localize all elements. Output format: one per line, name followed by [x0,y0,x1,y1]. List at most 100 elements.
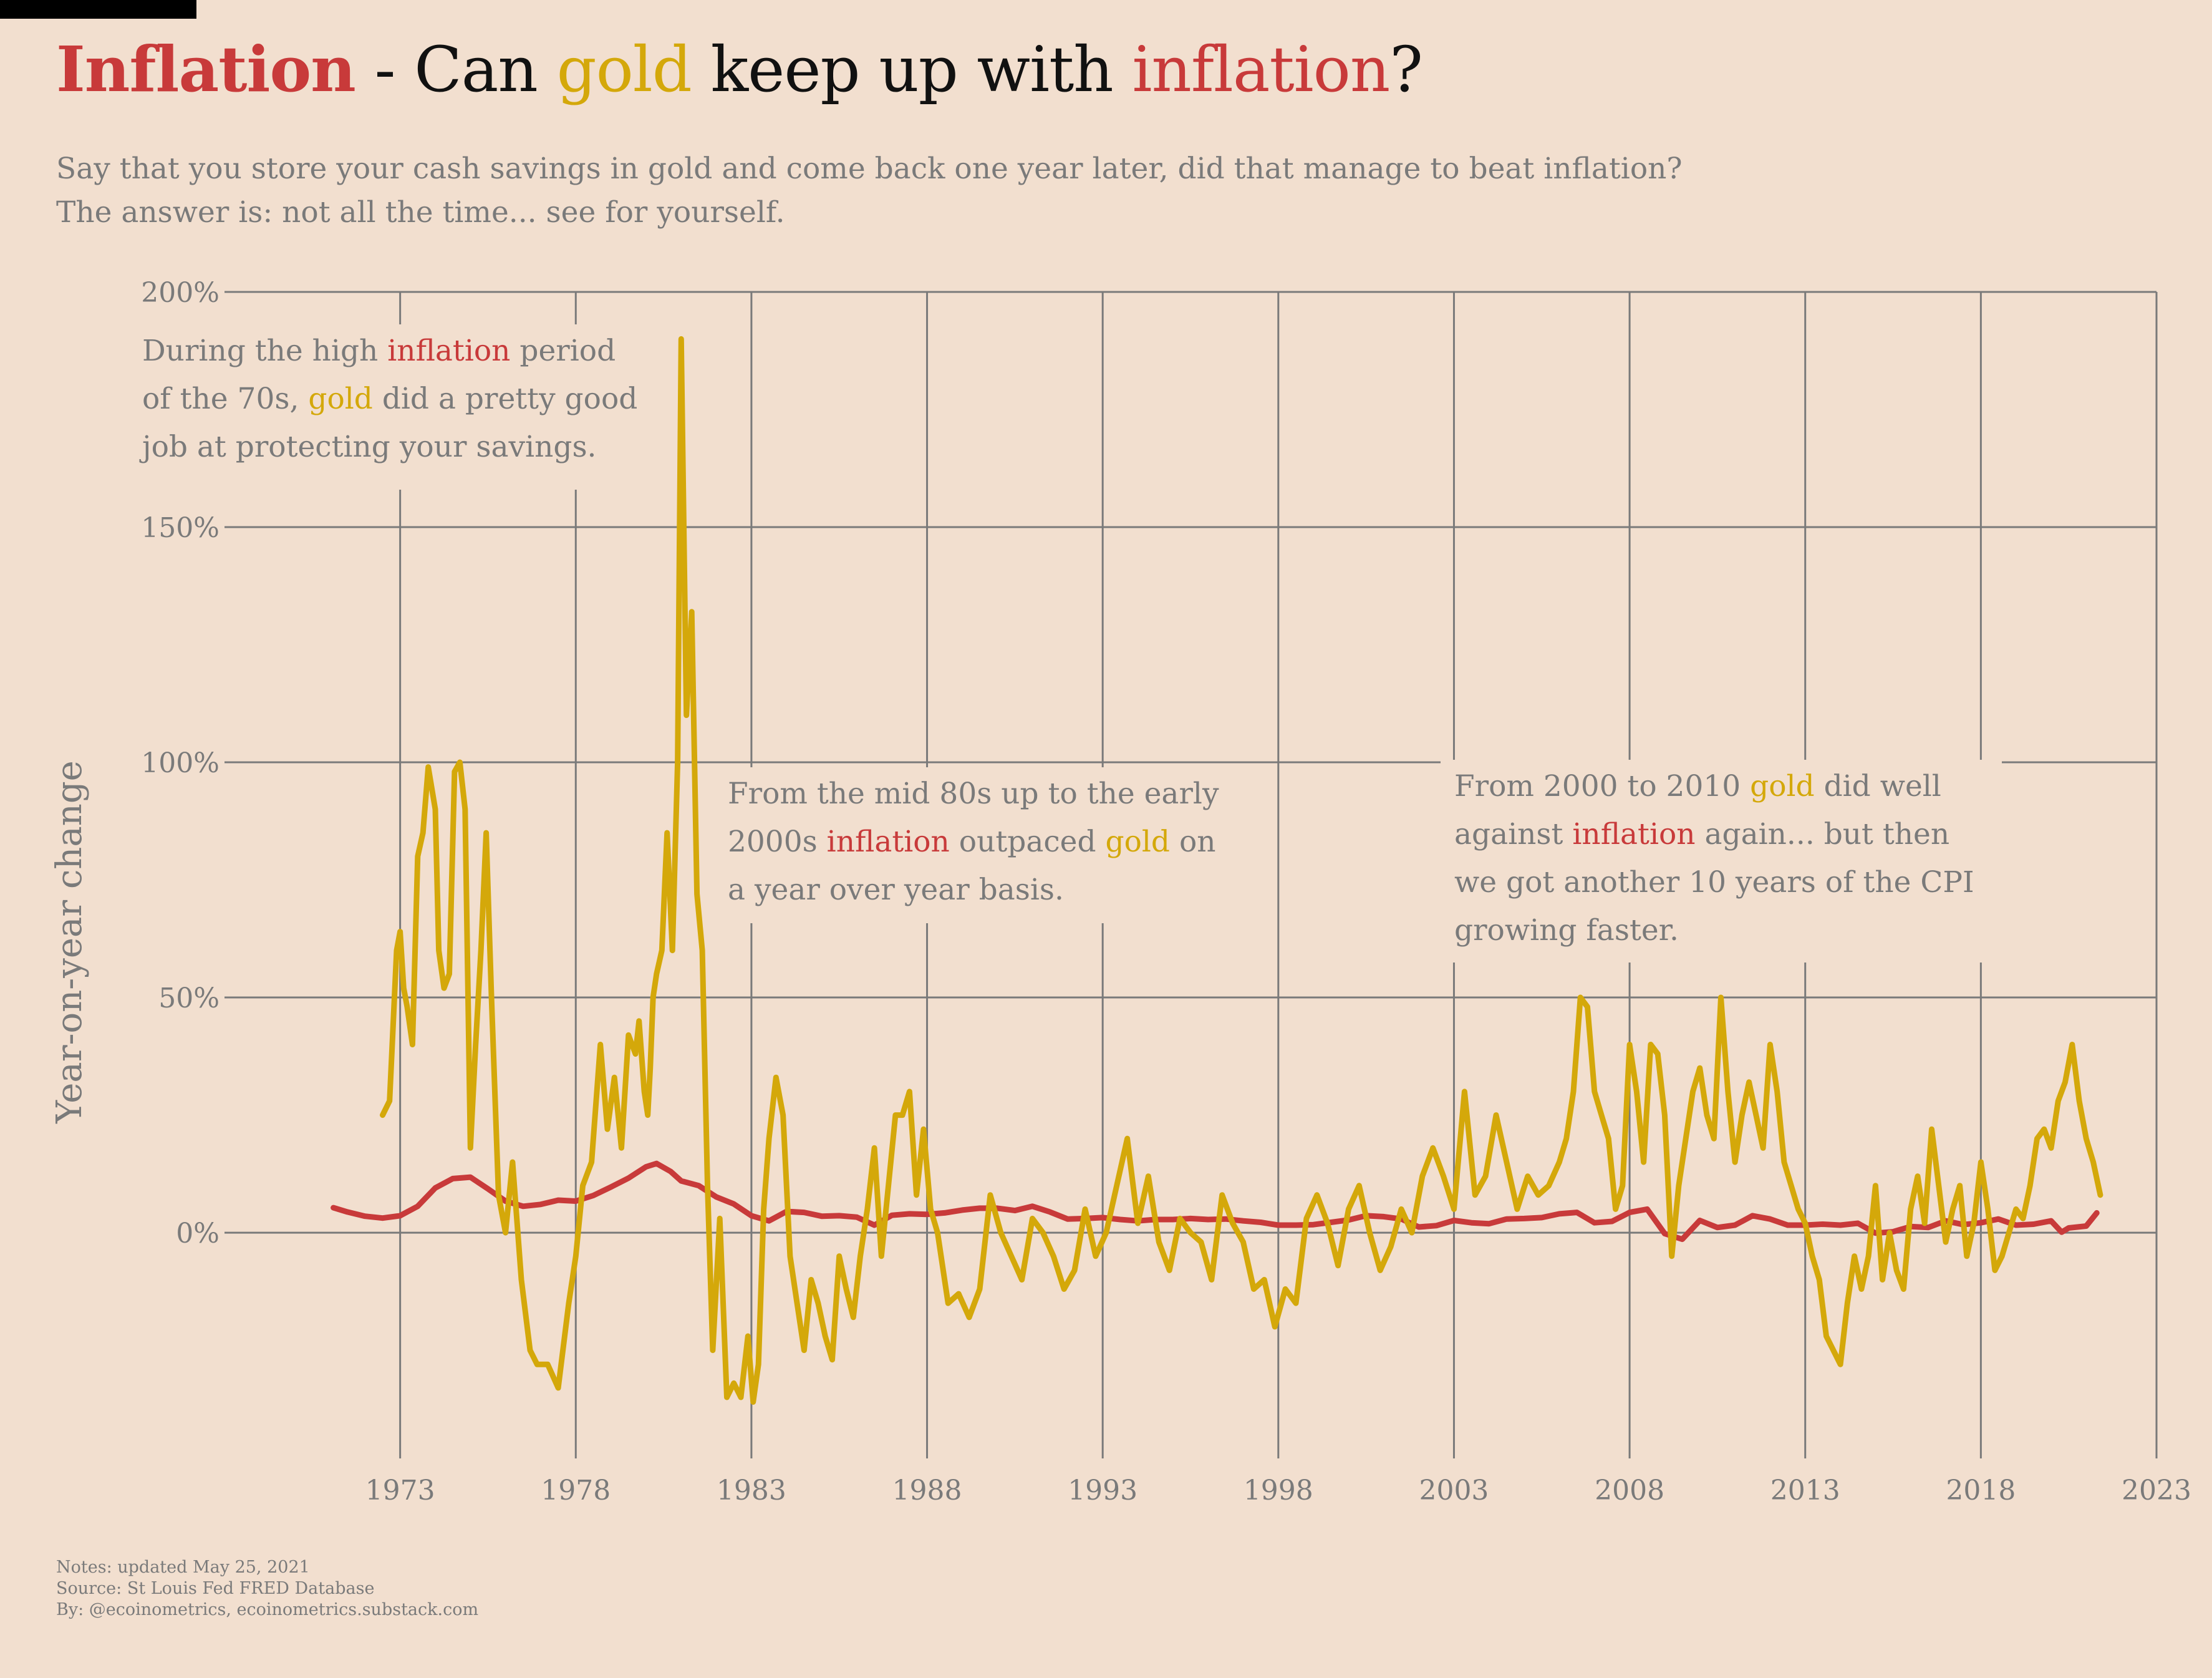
title-segment: ? [1389,33,1423,106]
gold-point [604,1127,610,1132]
inflation-point [591,1193,596,1198]
gold-point [780,1112,786,1118]
gold-point [977,1286,983,1292]
gold-point [1591,1089,1597,1094]
gold-point [1303,1216,1309,1221]
inflation-point [1311,1222,1316,1228]
gold-point [900,1112,906,1118]
gold-point [380,1112,385,1118]
annotation-background [128,324,609,490]
gold-point [1634,1089,1640,1094]
inflation-point [643,1164,649,1170]
gold-point [1367,1230,1373,1236]
inflation-point [1855,1220,1861,1226]
gold-point [654,971,659,977]
gold-point [1251,1286,1257,1292]
gold-point [589,1159,594,1165]
annotations: During the high inflation period of the 7… [128,324,2002,963]
inflation-point [1609,1218,1615,1224]
gold-point [694,891,700,897]
gold-point [1563,1136,1569,1142]
inflation-point [2084,1223,2089,1229]
gold-point [1198,1239,1204,1245]
inflation-point [397,1213,403,1218]
inflation-point [1627,1210,1633,1215]
inflation-point [1820,1221,1825,1227]
gold-point [1525,1173,1530,1179]
inflation-point [1591,1220,1597,1226]
gold-point [1262,1277,1267,1283]
gold-point [1072,1268,1078,1273]
inflation-point [1750,1213,1756,1218]
gold-point [401,985,407,991]
gold-point [1992,1268,1997,1273]
inflation-point [907,1211,912,1216]
gold-point [1272,1324,1278,1329]
inflation-point [1416,1225,1422,1230]
inflation-point [1381,1214,1386,1220]
gold-point [1146,1173,1151,1179]
gold-point [612,1075,617,1080]
gold-point [1760,1145,1766,1151]
gold-point [1929,1127,1934,1132]
gold-point [1676,1183,1681,1188]
gold-point [1957,1183,1963,1188]
y-tick-label: 50% [158,982,220,1014]
inflation-point [731,1201,737,1207]
annotation-text: gold [308,382,373,416]
gold-point [1690,1089,1696,1094]
inflation-point [1118,1216,1123,1222]
annotation-text: 2000s [728,825,827,859]
inflation-point [468,1175,473,1180]
gold-point [1019,1277,1025,1283]
gold-point [1462,1089,1467,1094]
inflation-point [872,1223,877,1228]
inflation-point [2094,1210,2100,1216]
inflation-point [801,1210,807,1215]
gold-point [1570,1089,1576,1094]
gold-point [683,712,689,718]
gold-point [864,1206,870,1212]
gold-point [1971,1220,1977,1226]
inflation-point [1574,1210,1580,1215]
annotation-text: job at protecting your savings. [139,430,597,464]
title-segment: - Can [355,33,557,106]
annotation-text: period [510,334,616,368]
inflation-point [1925,1225,1931,1230]
gold-point [1817,1277,1822,1283]
inflation-point [2031,1221,2036,1227]
gold-point [935,1230,940,1236]
y-tick-label: 200% [141,277,220,309]
notes-author: By: @ecoinometrics, ecoinometrics.substa… [56,1600,479,1619]
notes-updated: Notes: updated May 25, 2021 [56,1558,310,1577]
gold-point [510,1159,515,1165]
y-tick-label: 0% [176,1218,220,1249]
gold-point [710,1347,715,1353]
gold-point [1746,1079,1752,1085]
annotation-text: against [1454,817,1572,851]
annotation-background [1441,760,2002,963]
gold-point [808,1277,814,1283]
x-tick-label: 1988 [892,1475,962,1506]
gold-point [1767,1042,1773,1047]
gold-point [420,830,426,836]
annotation-line: we got another 10 years of the CPI [1454,865,1974,900]
inflation-point [713,1194,719,1200]
gold-point [857,1253,863,1259]
gold-point [761,1206,766,1212]
gold-point [2077,1098,2082,1103]
gold-point [625,1032,631,1038]
gold-point [394,948,400,953]
gold-point [1641,1159,1646,1165]
inflation-point [1293,1223,1298,1228]
gold-point [1504,1159,1509,1165]
gold-point [801,1347,807,1353]
gold-point [1753,1112,1759,1118]
gold-point [1886,1230,1892,1236]
gold-point [1683,1136,1689,1142]
title-inflation-word: Inflation [56,32,356,106]
inflation-point [1469,1220,1474,1226]
inflation-point [1767,1216,1773,1222]
gold-point [1535,1192,1541,1198]
